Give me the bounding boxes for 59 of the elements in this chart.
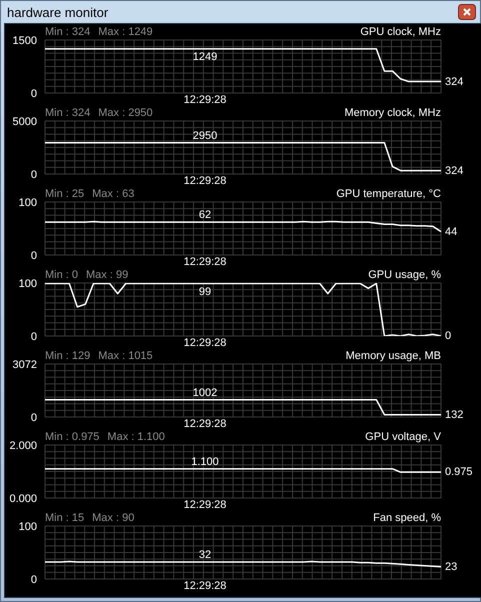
chart-subtitle: hardware monitor: [7, 5, 108, 20]
text: 12:29:28: [184, 580, 226, 592]
line-series: [44, 220, 442, 232]
y-tick-label: 0: [30, 168, 37, 181]
y-tick-label: 0: [30, 412, 37, 424]
y-tick-label: 0: [30, 330, 37, 343]
text: Min : 25: [45, 188, 84, 200]
annotation: 1249: [192, 50, 218, 63]
annotation: 99: [198, 286, 212, 298]
text: 12:29:28: [184, 175, 226, 187]
text: 12:29:28: [184, 337, 226, 349]
text: 44: [445, 226, 458, 238]
text: Min : 324: [45, 26, 90, 38]
y-tick-label: 0: [30, 250, 37, 262]
text: Max : 1015: [98, 350, 153, 362]
y-tick-label: 0: [30, 574, 37, 586]
text: 12:29:28: [184, 499, 226, 511]
text: Min : 0: [45, 269, 78, 281]
text: Min : 0.975: [45, 431, 100, 443]
line-series: [44, 48, 442, 82]
text: 12:29:28: [184, 256, 226, 268]
text: Min : 129: [45, 350, 90, 362]
annotation: 2950: [192, 130, 218, 142]
text: Min : 324: [45, 107, 90, 119]
chart-title: GPU temperature, °C: [336, 188, 441, 200]
text: Min : 15: [45, 512, 84, 524]
annotation: 32: [198, 549, 212, 562]
chart-title: Memory usage, MB: [346, 350, 441, 362]
text: 23: [445, 560, 458, 573]
text: 132: [445, 408, 464, 421]
text: Max : 63: [92, 188, 134, 200]
y-tick-label: 1500: [12, 34, 37, 47]
text: 0.975: [445, 466, 473, 478]
chart-title: GPU clock, MHz: [360, 26, 441, 38]
y-tick-label: 0.000: [9, 492, 37, 505]
y-tick-label: 100: [18, 196, 37, 209]
text: 0: [445, 330, 452, 342]
text: Max : 1.100: [107, 431, 165, 443]
text: Max : 2950: [98, 107, 153, 119]
text: Max : 99: [86, 269, 128, 281]
annotation: 62: [198, 209, 212, 222]
text: 12:29:28: [184, 94, 226, 106]
text: 12:29:28: [184, 418, 226, 430]
y-tick-label: 3072: [12, 358, 37, 371]
text: Max : 90: [92, 512, 134, 524]
y-tick-label: 0: [30, 88, 37, 100]
text: Max : 1249: [98, 26, 153, 38]
chart-title: Memory clock, MHz: [344, 107, 441, 119]
chart-title: GPU usage, %: [368, 269, 441, 281]
chart-title: GPU voltage, V: [365, 431, 441, 443]
y-tick-label: 5000: [12, 116, 37, 128]
annotation: 1002: [192, 386, 218, 399]
y-tick-label: 2.000: [9, 440, 37, 452]
chart-title: Fan speed, %: [373, 512, 441, 524]
y-tick-label: 100: [18, 278, 37, 290]
text: 324: [445, 164, 464, 177]
text: 324: [445, 76, 464, 88]
annotation: 1.100: [191, 456, 219, 468]
y-tick-label: 100: [18, 520, 37, 533]
